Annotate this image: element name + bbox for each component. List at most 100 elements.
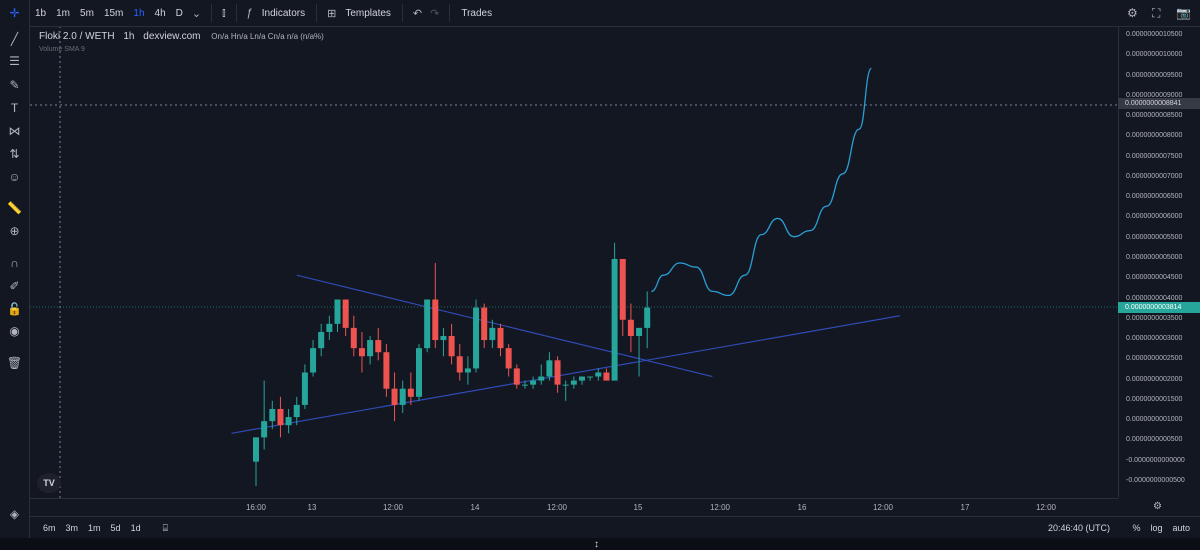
text-tool-icon[interactable]: T bbox=[10, 101, 19, 115]
crosshair-tool-icon[interactable]: ✛ bbox=[9, 6, 20, 20]
price-tick-label: -0.0000000000500 bbox=[1126, 476, 1185, 484]
ruler-tool-icon[interactable]: 📏 bbox=[7, 201, 22, 215]
timeframe-4h[interactable]: 4h bbox=[154, 7, 166, 19]
candle-body bbox=[530, 380, 537, 385]
lock-icon[interactable]: 🔓 bbox=[7, 302, 22, 316]
candle bbox=[367, 335, 374, 365]
candle bbox=[587, 376, 594, 381]
candle bbox=[383, 344, 390, 397]
trash-icon[interactable]: 🗑 bbox=[6, 356, 23, 370]
emoji-tool-icon[interactable]: ☺ bbox=[8, 170, 21, 184]
time-tick-label: 12:00 bbox=[872, 503, 894, 512]
candle bbox=[579, 376, 585, 385]
templates-icon[interactable]: ⊞ bbox=[327, 7, 337, 20]
candle-body bbox=[636, 327, 643, 336]
settings-icon[interactable]: ⚙ bbox=[1127, 6, 1138, 20]
trades-button[interactable]: Trades bbox=[461, 7, 493, 19]
templates-button[interactable]: Templates bbox=[345, 7, 391, 19]
percent-toggle[interactable]: % bbox=[1132, 523, 1141, 533]
timeframe-1h[interactable]: 1h bbox=[133, 7, 145, 19]
candle-type-icon[interactable]: ⫾ bbox=[222, 6, 226, 19]
price-tick-label: 0.0000000009500 bbox=[1126, 71, 1183, 79]
layers-icon[interactable]: ◈ bbox=[9, 507, 20, 521]
trendline-tool-icon[interactable]: ╱ bbox=[10, 32, 19, 46]
redo-icon[interactable]: ↷ bbox=[430, 7, 440, 20]
utc-clock[interactable]: 20:46:40 (UTC) bbox=[1047, 523, 1110, 533]
candle-body bbox=[342, 299, 349, 328]
candle bbox=[456, 344, 463, 381]
prediction-tool-icon[interactable]: ⇅ bbox=[9, 147, 20, 161]
candle-body bbox=[326, 323, 333, 332]
trendlines[interactable] bbox=[231, 274, 900, 434]
projection-path[interactable] bbox=[651, 67, 872, 297]
candle bbox=[448, 323, 455, 365]
trendline-lower[interactable] bbox=[231, 315, 900, 434]
drawing-toolbar: ✛ ╱ ☰ ✎ T ⋈ ⇅ ☺ 📏 ⊕ ∩ ✐ 🔓 ◉ 🗑 ◈ bbox=[0, 0, 30, 550]
indicators-icon[interactable]: ƒ bbox=[246, 7, 253, 19]
auto-toggle[interactable]: auto bbox=[1172, 523, 1190, 533]
timeframe-15m[interactable]: 15m bbox=[103, 7, 124, 19]
candle-body bbox=[301, 372, 308, 405]
magnet-tool-icon[interactable]: ∩ bbox=[10, 256, 19, 270]
timeframe-D[interactable]: D bbox=[175, 7, 183, 19]
candle bbox=[530, 376, 537, 389]
price-tick-label: 0.0000000006000 bbox=[1126, 213, 1183, 221]
log-toggle[interactable]: log bbox=[1150, 523, 1163, 533]
candle bbox=[301, 364, 308, 409]
range-1d[interactable]: 1d bbox=[130, 523, 141, 533]
date-range-icon[interactable]: ⌸ bbox=[162, 522, 168, 533]
timeframe-1m[interactable]: 1m bbox=[56, 7, 71, 19]
timeframe-5m[interactable]: 5m bbox=[80, 7, 94, 19]
candle bbox=[595, 368, 602, 381]
candle bbox=[513, 364, 520, 389]
candle-body bbox=[619, 258, 626, 320]
candle-body bbox=[538, 376, 545, 381]
fib-tool-icon[interactable]: ☰ bbox=[9, 54, 20, 68]
resize-handle-icon[interactable]: ↕ bbox=[594, 539, 599, 550]
candle bbox=[269, 400, 276, 430]
candle-body bbox=[497, 327, 504, 349]
lock-drawing-icon[interactable]: ✐ bbox=[9, 279, 20, 293]
axis-settings-icon[interactable]: ⚙ bbox=[1153, 501, 1162, 512]
price-tick-label: 0.0000000006500 bbox=[1126, 193, 1183, 201]
candle bbox=[391, 372, 398, 422]
timeframe-1b[interactable]: 1b bbox=[35, 7, 47, 19]
candle-body bbox=[391, 388, 398, 405]
candle-body bbox=[399, 388, 406, 405]
candle bbox=[554, 356, 561, 393]
zoom-tool-icon[interactable]: ⊕ bbox=[9, 224, 20, 238]
chevron-down-icon[interactable]: ⌄ bbox=[191, 7, 202, 20]
range-6m[interactable]: 6m bbox=[43, 523, 56, 533]
candle-body bbox=[277, 408, 284, 426]
price-tick-label: 0.0000000007500 bbox=[1126, 152, 1183, 160]
pattern-tool-icon[interactable]: ⋈ bbox=[8, 124, 21, 138]
time-tick-label: 15 bbox=[633, 503, 643, 512]
undo-icon[interactable]: ↶ bbox=[412, 7, 423, 20]
trendline-upper[interactable] bbox=[296, 274, 713, 378]
range-1m[interactable]: 1m bbox=[88, 523, 101, 533]
range-3m[interactable]: 3m bbox=[65, 523, 79, 533]
top-toolbar: 1b 1m 5m 15m 1h 4h D ⌄ ⫾ ƒ Indicators ⊞ … bbox=[30, 0, 1200, 27]
time-axis[interactable]: 16:00 13 12:00 14 12:00 15 12:00 16 12:00 17 12:00 bbox=[30, 498, 1118, 517]
candle-body bbox=[383, 352, 390, 389]
candle bbox=[546, 352, 553, 381]
candle bbox=[481, 303, 488, 349]
time-tick-label: 14 bbox=[470, 503, 480, 512]
candle bbox=[603, 368, 610, 381]
candle-body bbox=[546, 360, 553, 377]
candle-body bbox=[448, 335, 455, 357]
fullscreen-icon[interactable]: ⛶ bbox=[1152, 6, 1161, 20]
symbol-label[interactable]: Floki 2.0 / WETH bbox=[39, 31, 115, 42]
price-axis[interactable]: 0.0000000010500 0.0000000010000 0.00000000… bbox=[1118, 26, 1200, 498]
indicators-button[interactable]: Indicators bbox=[261, 7, 306, 19]
candles bbox=[253, 242, 651, 486]
candle-body bbox=[269, 408, 276, 422]
candle bbox=[358, 331, 365, 373]
range-5d[interactable]: 5d bbox=[110, 523, 121, 533]
eye-icon[interactable]: ◉ bbox=[9, 324, 20, 338]
candle bbox=[285, 408, 292, 434]
brush-tool-icon[interactable]: ✎ bbox=[9, 78, 20, 92]
candle-body bbox=[367, 340, 374, 357]
screenshot-icon[interactable]: 📷 bbox=[1176, 6, 1191, 20]
